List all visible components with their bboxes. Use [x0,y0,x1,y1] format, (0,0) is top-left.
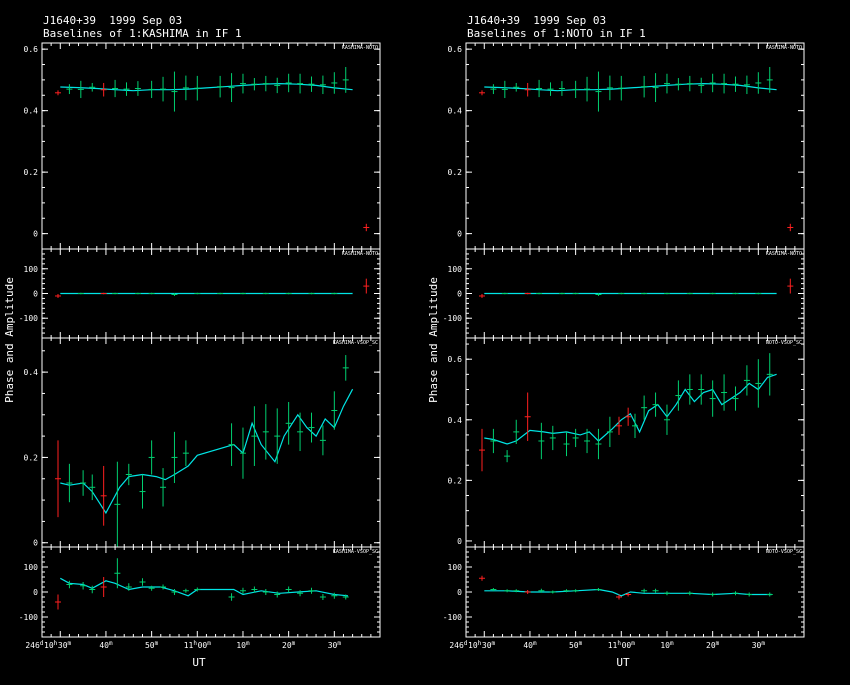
y-tick-label: 100 [448,265,463,274]
baseline-label: NOTO-VSOP_SC [766,340,802,346]
panel-frame [41,42,381,250]
x-tick-label: 246d 10h 30m [449,640,495,650]
y-tick-label: 0.4 [24,107,39,116]
panel-amplitude-1: KASHIMA-NOTO 0 0.2 0.4 0.6 [24,42,381,250]
panel-phase-2: KASHIMA-NOTO -100 0 100 [19,248,381,339]
x-tick-label: 11h 00m [608,640,636,650]
model-line [484,82,777,92]
baseline-label: KASHIMA-NOTO [342,251,378,257]
panel-frame [41,337,381,548]
baseline-label: NOTO-VSOP_SC [766,549,802,555]
y-tick-label: 0 [457,290,462,299]
model-line [60,388,354,515]
panel-phase-4: KASHIMA-VSOP_SC -100 0 100 [19,546,381,638]
y-tick-label: 0.6 [448,355,463,364]
x-tick-label: 10m [660,640,674,650]
y-tick-label: -100 [19,613,38,622]
y-tick-label: 0 [33,230,38,239]
baseline-label: KASHIMA-NOTO [766,45,802,51]
baseline-label: KASHIMA-VSOP_SC [333,340,378,346]
x-tick-label: 30m [752,640,766,650]
x-tick-label: 20m [706,640,720,650]
y-tick-label: 0.6 [448,45,463,54]
y-tick-label: -100 [19,314,38,323]
y-tick-label: 100 [24,563,39,572]
x-tick-label: 10m [236,640,250,650]
x-tick-label: 40m [99,640,113,650]
x-tick-label: 50m [569,640,583,650]
baseline-label: KASHIMA-NOTO [766,251,802,257]
x-axis-label: UT [616,656,630,669]
x-tick-label: 246d 10h 30m [25,640,71,650]
y-tick-label: 0 [33,290,38,299]
y-axis-label: Phase and Amplitude [3,277,16,403]
y-tick-label: 0 [33,539,38,548]
chart-title: J1640+39 1999 Sep 03 [467,14,606,27]
y-tick-label: 0 [457,588,462,597]
y-tick-label: 0 [457,230,462,239]
panel-phase-2: KASHIMA-NOTO -100 0 100 [443,248,805,339]
baseline-label: KASHIMA-VSOP_SC [333,549,378,555]
y-tick-label: 0 [457,537,462,546]
baseline-label: KASHIMA-NOTO [342,45,378,51]
panel-frame [465,42,805,250]
x-axis-label: UT [192,656,206,669]
y-tick-label: -100 [443,314,462,323]
y-tick-label: 0.2 [24,453,39,462]
x-tick-label: 11h 00m [184,640,212,650]
panel-amplitude-3: NOTO-VSOP_SC 0 0.2 0.4 0.6 [448,337,805,548]
y-tick-label: 0.4 [448,107,463,116]
panel-amplitude-1: KASHIMA-NOTO 0 0.2 0.4 0.6 [448,42,805,250]
y-tick-label: 0.4 [448,416,463,425]
x-tick-label: 30m [328,640,342,650]
model-line [484,588,772,597]
chart-subtitle: Baselines of 1:KASHIMA in IF 1 [43,27,242,40]
model-line [60,82,353,92]
x-tick-label: 40m [523,640,537,650]
y-tick-label: 100 [24,265,39,274]
model-line [60,577,349,597]
chart-subtitle: Baselines of 1:NOTO in IF 1 [467,27,646,40]
y-axis-label: Phase and Amplitude [427,277,440,403]
y-tick-label: -100 [443,613,462,622]
chart-title: J1640+39 1999 Sep 03 [43,14,182,27]
y-tick-label: 0.4 [24,368,39,377]
y-tick-label: 0 [33,588,38,597]
y-tick-label: 0.2 [448,476,463,485]
y-tick-label: 0.6 [24,45,39,54]
x-tick-label: 20m [282,640,296,650]
y-tick-label: 0.2 [448,168,463,177]
x-tick-label: 50m [145,640,159,650]
panel-amplitude-3: KASHIMA-VSOP_SC 0 0.2 0.4 [24,337,381,548]
y-tick-label: 100 [448,563,463,572]
panel-phase-4: NOTO-VSOP_SC -100 0 100 [443,546,805,638]
y-tick-label: 0.2 [24,168,39,177]
